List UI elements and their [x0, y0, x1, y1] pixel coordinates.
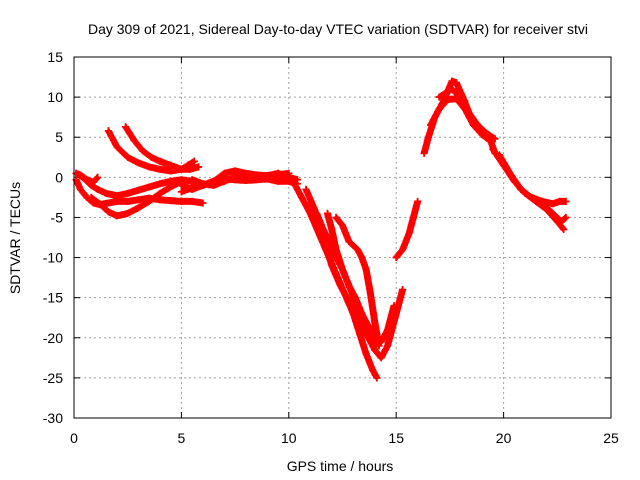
series-trace [313, 209, 379, 354]
series-arc-d [72, 169, 102, 186]
series-dip-e [313, 209, 379, 354]
plot-frame [73, 56, 612, 419]
series-peak-c [435, 85, 469, 105]
y-tick-label: -30 [43, 410, 63, 426]
series-arc-f [122, 123, 203, 173]
series-arc-i [188, 169, 293, 189]
x-tick-label: 25 [603, 430, 619, 446]
x-tick-label: 5 [178, 430, 186, 446]
series-trace [392, 197, 422, 262]
y-tick-label: 5 [55, 129, 63, 145]
y-tick-label: 0 [55, 169, 63, 185]
series-rise [392, 197, 422, 262]
series-dip-d [332, 213, 383, 350]
x-tick-label: 15 [388, 430, 404, 446]
y-tick-label: -25 [43, 370, 63, 386]
y-tick-label: 15 [47, 49, 63, 65]
series-trace [532, 197, 570, 225]
series-trace [72, 169, 102, 186]
series-trace [435, 85, 469, 105]
y-axis-label: SDTVAR / TECUs [7, 182, 23, 294]
x-tick-label: 10 [281, 430, 297, 446]
series-arc-e [104, 127, 198, 175]
y-tick-label: -20 [43, 330, 63, 346]
y-tick-label: -10 [43, 250, 63, 266]
series-arc-c [87, 177, 185, 220]
series-trace [427, 95, 499, 157]
series-trace [188, 169, 293, 189]
series-trace [332, 213, 383, 350]
grid [74, 57, 611, 418]
x-tick-label: 0 [70, 430, 78, 446]
x-axis-label: GPS time / hours [287, 458, 394, 474]
y-tick-label: -15 [43, 290, 63, 306]
series-peak-b [427, 95, 499, 157]
x-tick-label: 20 [496, 430, 512, 446]
series-trace [87, 177, 185, 220]
series-trace [122, 123, 203, 173]
y-tick-label: 10 [47, 89, 63, 105]
chart-title: Day 309 of 2021, Sidereal Day-to-day VTE… [88, 21, 588, 37]
series-tail-c [532, 197, 570, 225]
tick-labels: 0 5 10 15 20 25 -30 -25 -20 -15 -10 -5 0 5 10 15 [43, 49, 619, 446]
data-markers [72, 77, 570, 382]
y-tick-label: -5 [51, 209, 64, 225]
